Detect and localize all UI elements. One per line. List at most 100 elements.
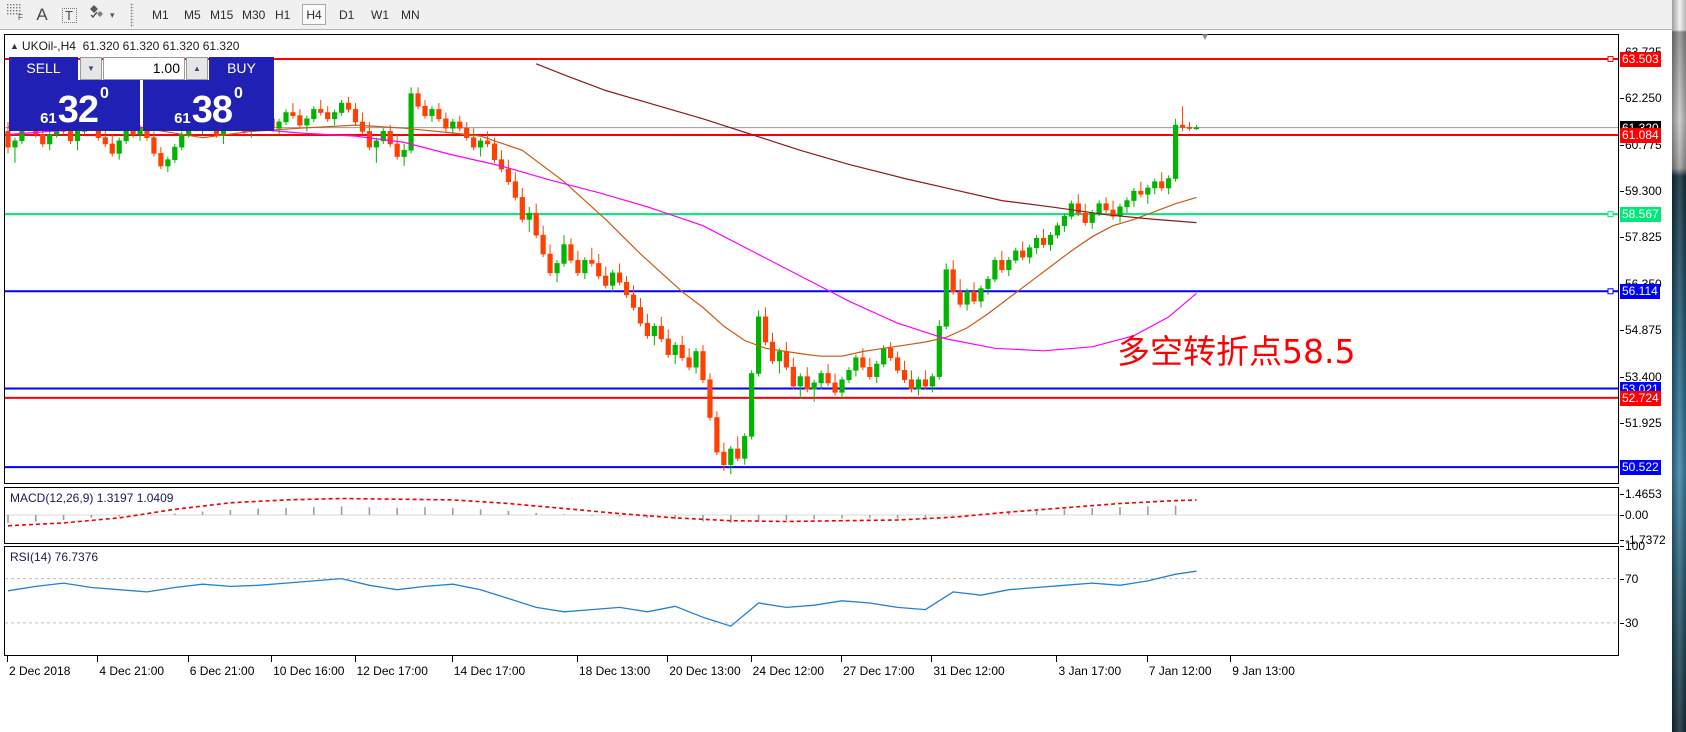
price-tick-57.825: 57.825 [1625, 230, 1662, 245]
timeframe-m30[interactable]: M30 [242, 8, 266, 22]
candle-body [387, 131, 393, 145]
candle-body [714, 417, 720, 453]
candle-body [102, 137, 108, 145]
candle [1006, 257, 1012, 277]
candle-body [686, 357, 692, 368]
main-chart-panel[interactable]: ▲ UKOil-,H4 61.320 61.320 61.320 61.320 S… [4, 34, 1619, 484]
candle-body [769, 341, 776, 362]
timeframe-d1[interactable]: D1 [339, 8, 355, 22]
objects-dropdown-caret[interactable]: ▾ [110, 10, 115, 20]
one-click-trading-panel[interactable]: SELL ▼ 1.00 ▲ BUY 61 32 0 61 38 0 [9, 57, 274, 131]
candle-body [1179, 124, 1186, 128]
time-label: 18 Dec 13:00 [578, 664, 651, 678]
candle [790, 357, 796, 390]
candle-body [1096, 203, 1102, 214]
candle [922, 370, 928, 390]
sell-button[interactable]: SELL [9, 57, 78, 80]
candle [116, 137, 122, 160]
timeframe-mn[interactable]: MN [401, 8, 420, 22]
time-tick [931, 656, 933, 662]
price-tick-54.875-mark [1620, 330, 1624, 332]
candle-body [1193, 127, 1200, 130]
time-label: 7 Jan 12:00 [1148, 664, 1212, 678]
timeframe-m15[interactable]: M15 [210, 8, 234, 22]
buy-button[interactable]: BUY [209, 57, 274, 80]
rsi-axis-30-mark [1620, 622, 1624, 624]
macd-indicator-panel[interactable]: MACD(12,26,9) 1.3197 1.0409 [4, 487, 1619, 544]
time-label: 3 Jan 17:00 [1058, 664, 1122, 678]
candle-body [888, 348, 894, 359]
rsi-axis-70-mark [1620, 578, 1624, 580]
sell-price-big-figure: 61 [40, 110, 57, 127]
timeframe-m5[interactable]: M5 [184, 8, 201, 22]
candle [554, 260, 560, 283]
candle [373, 137, 379, 163]
candle-body [881, 348, 887, 365]
candle-body [526, 212, 532, 220]
toolbar-drag-handle[interactable] [130, 3, 134, 27]
candle-body [894, 357, 901, 371]
candle-body [644, 322, 650, 337]
candle [283, 109, 289, 126]
price-tag-56.114[interactable]: 56.114 [1620, 284, 1660, 300]
chart-symbol-period: UKOil-,H4 [21, 39, 76, 53]
timeframe-h4[interactable]: H4 [302, 4, 326, 25]
buy-price-display[interactable]: 61 38 0 [143, 80, 274, 131]
timeframe-w1[interactable]: W1 [371, 8, 389, 22]
candle [1138, 181, 1144, 198]
macd-chart-svg [5, 497, 1618, 527]
candle-body [839, 379, 845, 393]
price-tag-58.567[interactable]: 58.567 [1620, 207, 1661, 223]
hline-handle-56.114[interactable] [1607, 288, 1614, 295]
time-scale[interactable]: 2 Dec 2018 4 Dec 21:00 6 Dec 21:00 10 Dec 1… [4, 656, 1619, 682]
candle-body [999, 259, 1005, 271]
time-tick [7, 656, 8, 662]
candle-body [540, 234, 546, 255]
candle-body [1152, 181, 1158, 189]
candle [1034, 235, 1040, 255]
hline-handle-63.503[interactable] [1607, 55, 1614, 62]
candle [908, 370, 915, 393]
candle [436, 103, 442, 122]
candle [630, 285, 637, 311]
candle-body [47, 134, 53, 145]
hline-handle-58.567[interactable] [1607, 211, 1614, 218]
price-tag-61.084[interactable]: 61.084 [1620, 128, 1661, 144]
price-tag-52.724[interactable]: 52.724 [1620, 390, 1661, 406]
rsi-axis-100: 100 [1625, 538, 1646, 553]
trade-panel-controls: SELL ▼ 1.00 ▲ BUY [9, 57, 274, 80]
price-scale[interactable]: 63.72562.25060.77559.30057.82556.35054.8… [1619, 0, 1672, 732]
text-label-icon[interactable]: A [36, 5, 48, 24]
candle-body [797, 376, 803, 387]
rsi-chart-svg [5, 570, 1618, 627]
candle [1124, 197, 1130, 214]
candle [776, 348, 783, 374]
candle [491, 137, 498, 163]
ma-slow-line [535, 63, 1197, 224]
candle [1082, 203, 1088, 226]
grid-fibo-icon[interactable]: F [6, 3, 28, 27]
candle [109, 134, 115, 157]
price-tag-50.522[interactable]: 50.522 [1620, 460, 1661, 476]
candle [693, 348, 699, 374]
window-edge-scrollbar[interactable] [1672, 0, 1686, 732]
volume-increase-button[interactable]: ▲ [186, 57, 208, 80]
text-tool-icon[interactable]: T [58, 3, 80, 27]
candle [1179, 106, 1186, 132]
price-tag-63.503[interactable]: 63.503 [1620, 51, 1661, 67]
candle-body [985, 278, 991, 289]
rsi-indicator-panel[interactable]: RSI(14) 76.7376 [4, 546, 1619, 656]
candle [401, 143, 407, 166]
volume-input[interactable]: 1.00 [103, 57, 185, 80]
candle-body [297, 115, 303, 126]
chart-collapse-icon[interactable]: ▲ [10, 41, 19, 51]
timeframe-h1[interactable]: H1 [275, 8, 291, 22]
time-label: 4 Dec 21:00 [99, 664, 165, 678]
timeframe-m1[interactable]: M1 [152, 8, 169, 22]
objects-icon[interactable] [88, 3, 110, 27]
ma-fast-line [7, 124, 1197, 357]
sell-price-display[interactable]: 61 32 0 [9, 80, 140, 131]
candle [721, 442, 727, 471]
candle [755, 310, 762, 377]
volume-decrease-button[interactable]: ▼ [80, 57, 102, 80]
